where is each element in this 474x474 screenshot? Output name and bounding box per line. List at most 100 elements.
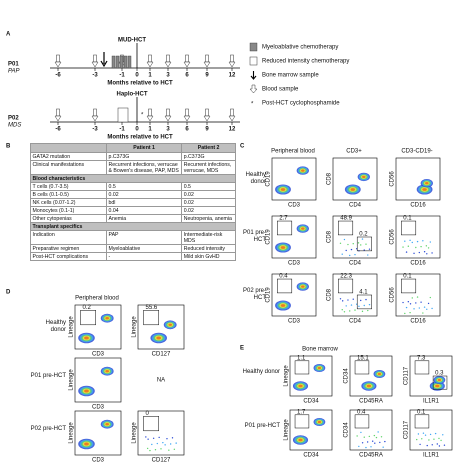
cell-population [105, 422, 110, 426]
event-dot [374, 442, 376, 444]
y-axis-label: CD8 [327, 230, 333, 243]
tick-label: 9 [205, 127, 209, 133]
flow-plot [271, 215, 317, 259]
blood-sample-arrow [91, 115, 99, 122]
header-cell [30, 143, 107, 153]
event-dot [379, 441, 381, 444]
cell-population [280, 188, 286, 191]
gate [354, 414, 370, 429]
legend-label: Blood sample [262, 87, 299, 93]
legend-label: Myeloablative chemotherapy [262, 45, 338, 51]
event-dot [173, 448, 176, 450]
table-cell: GATA2 mutation [30, 152, 107, 161]
blood-sample-arrow [146, 115, 154, 122]
blood-sample-marker [205, 54, 209, 63]
event-dot [156, 442, 159, 445]
event-dot [428, 439, 430, 441]
column-title: CD3+ [346, 149, 362, 155]
flow-plot [74, 304, 122, 350]
event-dot [423, 251, 426, 253]
tick-label: 0 [135, 127, 139, 133]
tick-label: -3 [92, 127, 98, 133]
cell-population [84, 336, 89, 340]
event-dot [405, 306, 408, 309]
blood-sample-marker [56, 108, 60, 117]
gate-value: 0.1 [403, 274, 412, 280]
event-dot [168, 449, 170, 451]
y-axis-label: Lineage [132, 422, 138, 444]
tick-label: 9 [205, 73, 209, 79]
row-label: P02 pre-HCT [30, 426, 66, 432]
gate [294, 414, 310, 429]
event-dot [356, 435, 358, 437]
event-dot [361, 238, 364, 240]
chemo-bar [127, 55, 132, 69]
row-label: P01 pre-HCT [242, 230, 266, 243]
legend-icon: * [251, 102, 254, 108]
event-dot [162, 441, 164, 444]
gate-value: 1.7 [297, 409, 306, 415]
event-dot [429, 296, 432, 299]
cell-population [105, 316, 110, 320]
chemo-bar [119, 55, 124, 69]
blood-sample-marker [205, 108, 209, 117]
procedure-label: Haplo-HCT [117, 92, 148, 98]
chemo-bar [115, 55, 120, 69]
tick-label: -1 [119, 73, 125, 79]
event-dot [407, 301, 410, 303]
event-dot [377, 431, 379, 433]
header-cell: Patient 1 [105, 143, 183, 153]
axis-title: Months relative to HCT [107, 81, 173, 87]
flow-plot [409, 409, 453, 451]
x-axis-label: CD16 [410, 203, 426, 209]
event-dot [361, 310, 364, 313]
cell-population [280, 246, 286, 249]
table-cell: Recurrent infections, verrucae, MDS [181, 160, 236, 175]
cell-population [437, 378, 442, 382]
event-dot [411, 297, 413, 299]
event-dot [371, 440, 374, 442]
gate-value: 7.3 [417, 355, 426, 361]
blood-sample-arrow [54, 61, 62, 68]
table-cell: - [105, 252, 183, 261]
table-row: Preparative regimen Myeloablative Reduced … [30, 244, 236, 253]
event-dot [434, 432, 437, 435]
gate [143, 310, 159, 326]
row-label: P01 pre-HCT [244, 423, 280, 429]
event-dot [416, 296, 419, 298]
table-row: Post-HCT complications - Mild skin GvHD [30, 252, 236, 261]
gate-value: 22.3 [340, 274, 352, 280]
x-axis-label: CD4 [349, 203, 362, 209]
tick-label: 12 [229, 127, 236, 133]
event-dot [407, 245, 410, 247]
flow-plot [395, 157, 441, 201]
cell-population [425, 182, 429, 185]
gate-value: 55.6 [146, 305, 158, 311]
table-cell: 0.5 [105, 182, 183, 191]
event-dot [413, 252, 415, 255]
event-dot [404, 312, 406, 315]
patient-id: P01 [8, 62, 19, 68]
event-dot [368, 435, 371, 438]
gate [356, 294, 372, 310]
flow-plot [395, 273, 441, 317]
gate-value: 0.2 [359, 232, 368, 238]
flow-plot [349, 409, 393, 451]
event-dot [409, 239, 411, 242]
tick-label: -6 [55, 73, 61, 79]
event-dot [409, 311, 411, 314]
event-dot [341, 253, 343, 255]
cell-population [280, 304, 286, 307]
event-dot [347, 299, 349, 301]
event-dot [358, 305, 360, 308]
y-axis-label: Lineage [69, 316, 75, 338]
event-dot [352, 298, 354, 300]
gate-value: 2.7 [279, 216, 288, 222]
x-axis-label: CD16 [410, 319, 426, 325]
event-dot [429, 241, 432, 243]
table-cell: Reduced intensity [181, 244, 236, 253]
gate-value: 15.1 [357, 355, 369, 361]
blood-sample-marker [185, 108, 189, 117]
tick-label: -1 [119, 127, 125, 133]
